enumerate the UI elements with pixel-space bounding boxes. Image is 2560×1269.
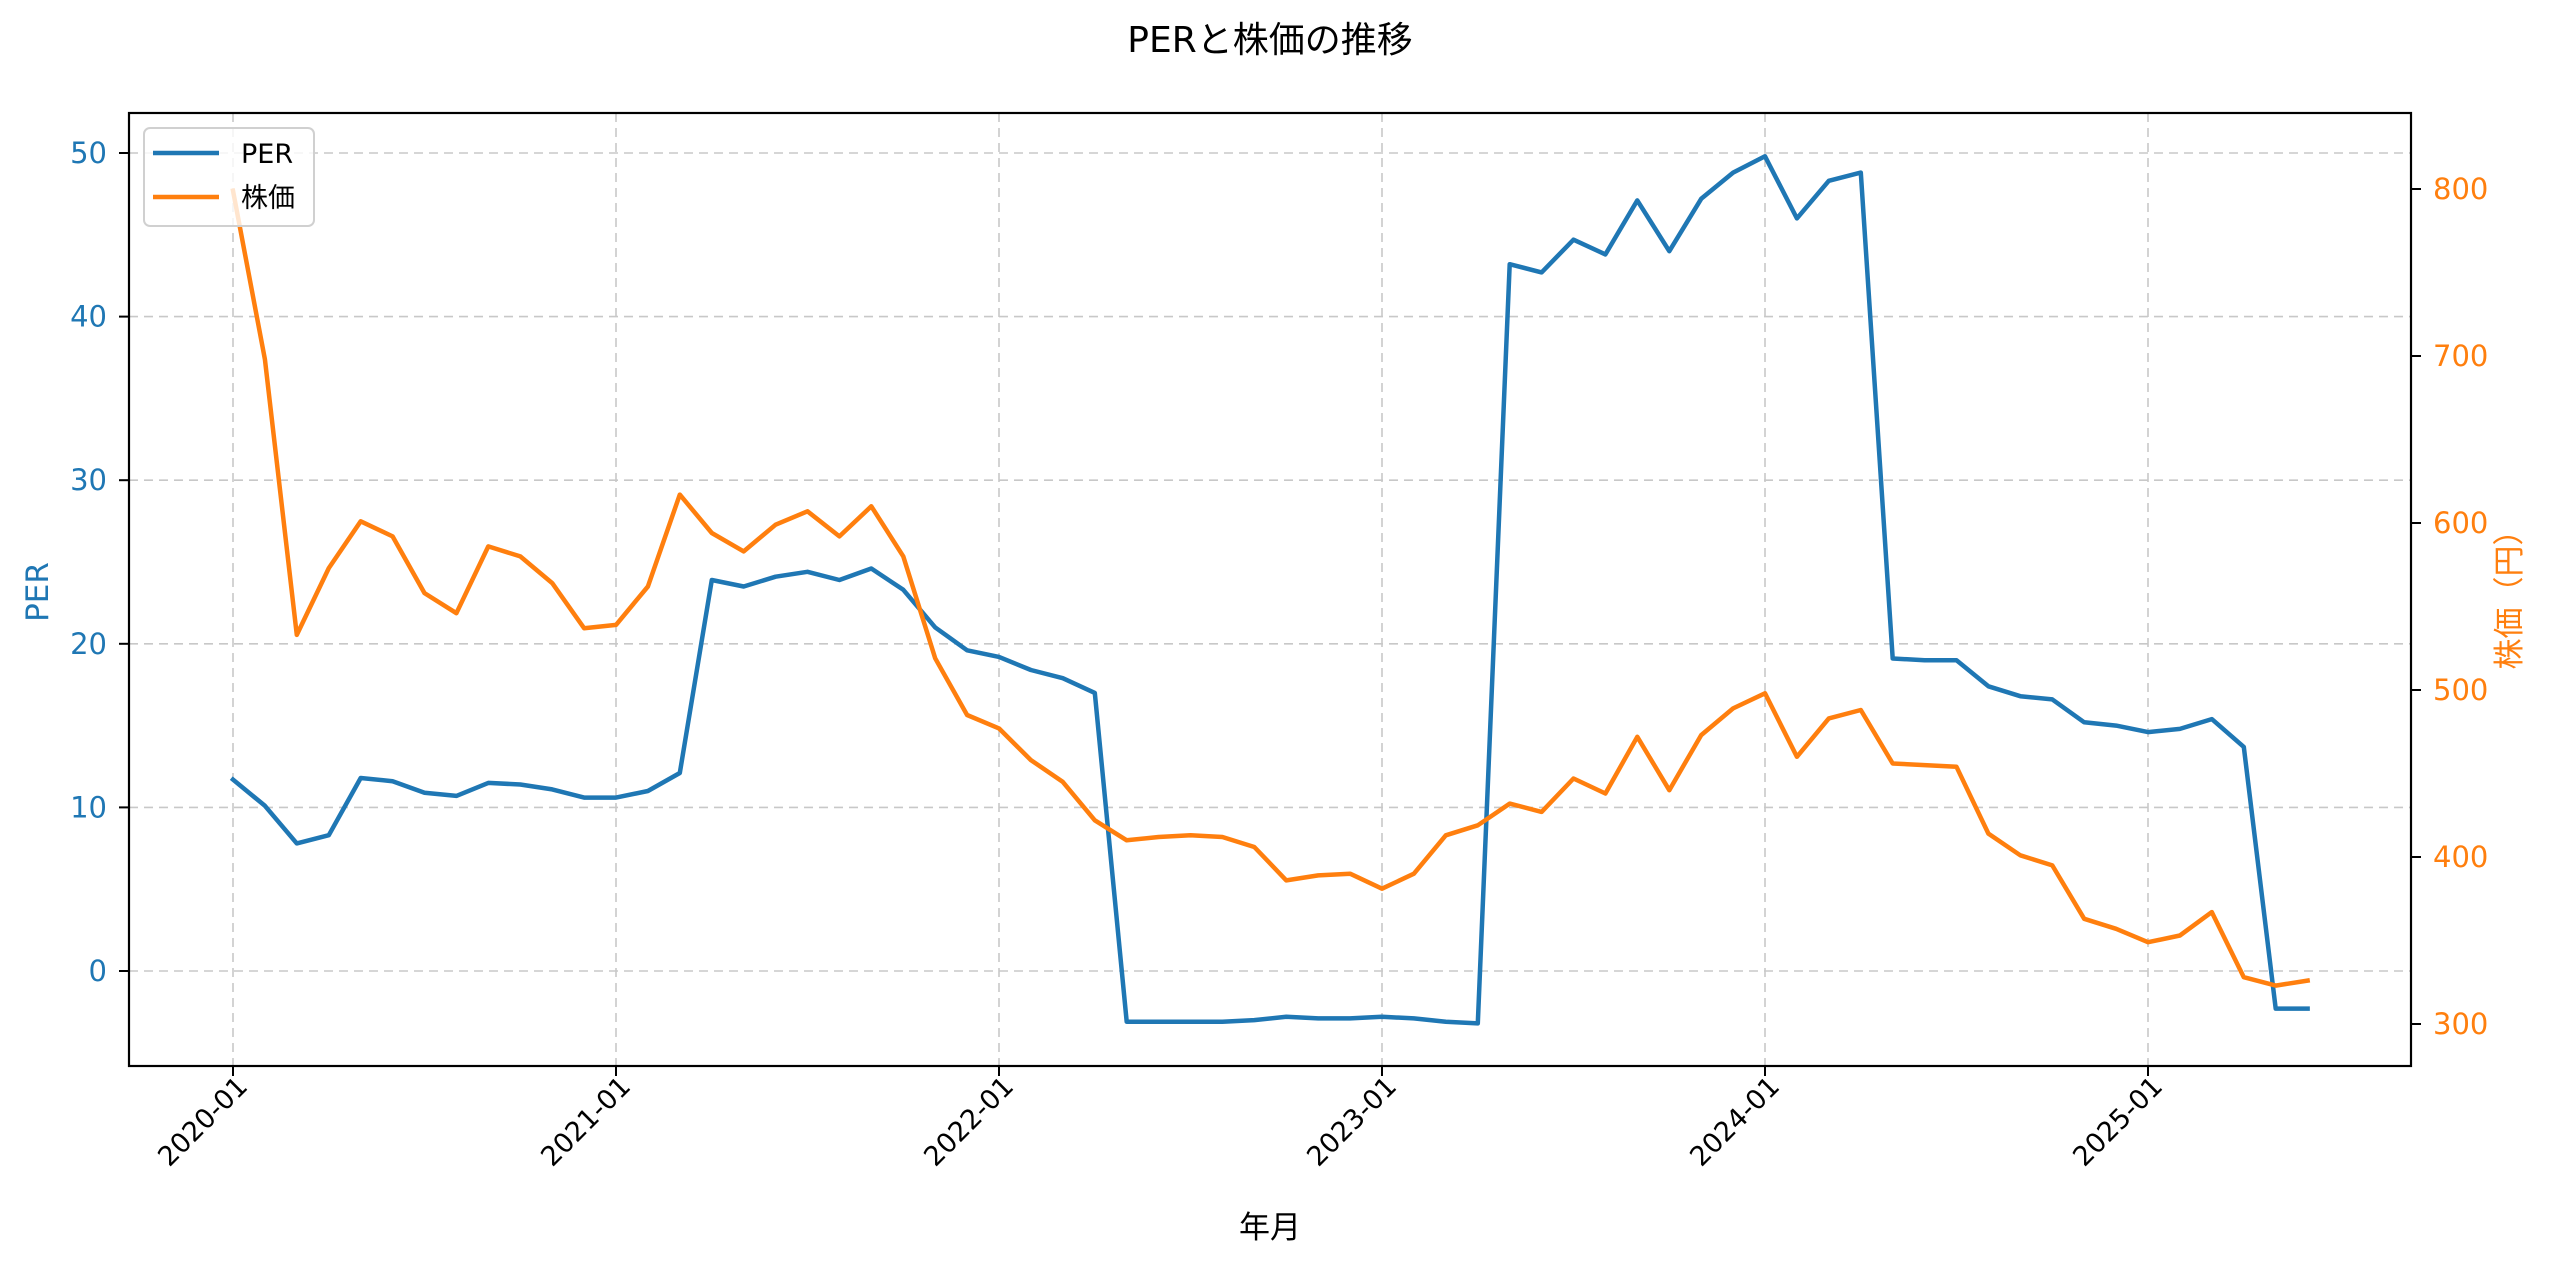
- right-tick-label: 400: [2433, 840, 2488, 874]
- right-tick-label: 800: [2433, 172, 2488, 206]
- right-tick-label: 600: [2433, 506, 2488, 540]
- price-line: [230, 188, 2311, 988]
- right-tick-label: 700: [2433, 339, 2488, 373]
- x-axis-label: 年月: [1239, 1210, 1301, 1246]
- right-tick-label: 500: [2433, 673, 2488, 707]
- left-tick-label: 50: [70, 136, 107, 170]
- x-tick-label: 2022-01: [918, 1071, 1020, 1173]
- legend: PER 株価: [143, 127, 315, 227]
- plot-series: [229, 154, 2311, 1026]
- left-tick-label: 0: [89, 954, 107, 988]
- legend-price-label: 株価: [241, 183, 295, 214]
- right-tick-label: 300: [2433, 1007, 2488, 1041]
- left-tick-label: 20: [70, 627, 107, 661]
- x-tick-label: 2025-01: [2067, 1071, 2169, 1173]
- left-tick-label: 10: [70, 790, 107, 824]
- left-tick-label: 40: [70, 300, 107, 334]
- legend-per-label: PER: [241, 139, 293, 170]
- left-y-axis: 0 10 20 30 40 50: [70, 136, 129, 988]
- per-line: [229, 154, 2310, 1026]
- x-tick-label: 2024-01: [1684, 1071, 1786, 1173]
- x-axis: 2020-01 2021-01 2022-01 2023-01 2024-01 2025-…: [152, 1066, 2169, 1173]
- grid: [129, 113, 2411, 1066]
- right-y-axis: 300 400 500 600 700 800: [2411, 172, 2488, 1041]
- left-tick-label: 30: [70, 463, 107, 497]
- x-tick-label: 2023-01: [1301, 1071, 1403, 1173]
- y-axis-label-right: 株価（円）: [2492, 515, 2528, 670]
- x-tick-label: 2021-01: [535, 1071, 637, 1173]
- x-tick-label: 2020-01: [152, 1071, 254, 1173]
- plot-frame: [127, 111, 2413, 1068]
- chart-title: PERと株価の推移: [1127, 20, 1412, 61]
- y-axis-label-left: PER: [20, 562, 56, 622]
